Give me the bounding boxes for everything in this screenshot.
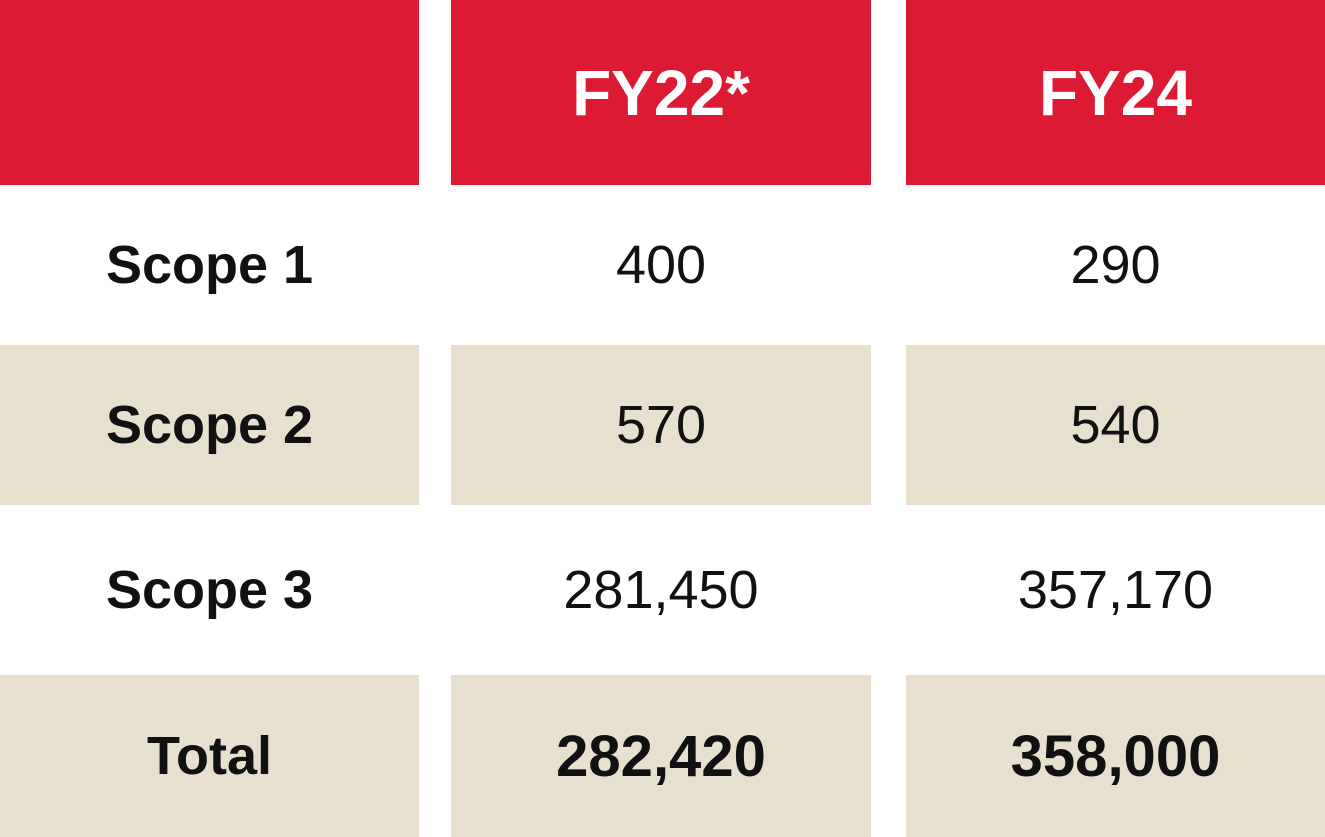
header-empty-cell: [0, 0, 419, 185]
row-label-scope-1: Scope 1: [105, 235, 314, 295]
cell-scope-3-fy22: 281,450: [563, 560, 759, 620]
header-fy22: FY22*: [451, 0, 871, 185]
cell-total-fy24: 358,000: [906, 675, 1325, 837]
cell-scope-2-fy24: 540: [906, 345, 1325, 505]
cell-scope-2-fy22: 570: [451, 345, 871, 505]
row-label-total: Total: [0, 675, 419, 837]
cell-total-fy22: 282,420: [451, 675, 871, 837]
cell-scope-1-fy22: 400: [615, 235, 707, 295]
cell-scope-3-fy24: 357,170: [1017, 560, 1214, 620]
row-label-scope-3: Scope 3: [105, 560, 314, 620]
header-fy24: FY24: [906, 0, 1325, 185]
cell-scope-1-fy24: 290: [1070, 235, 1161, 295]
row-label-scope-2: Scope 2: [0, 345, 419, 505]
